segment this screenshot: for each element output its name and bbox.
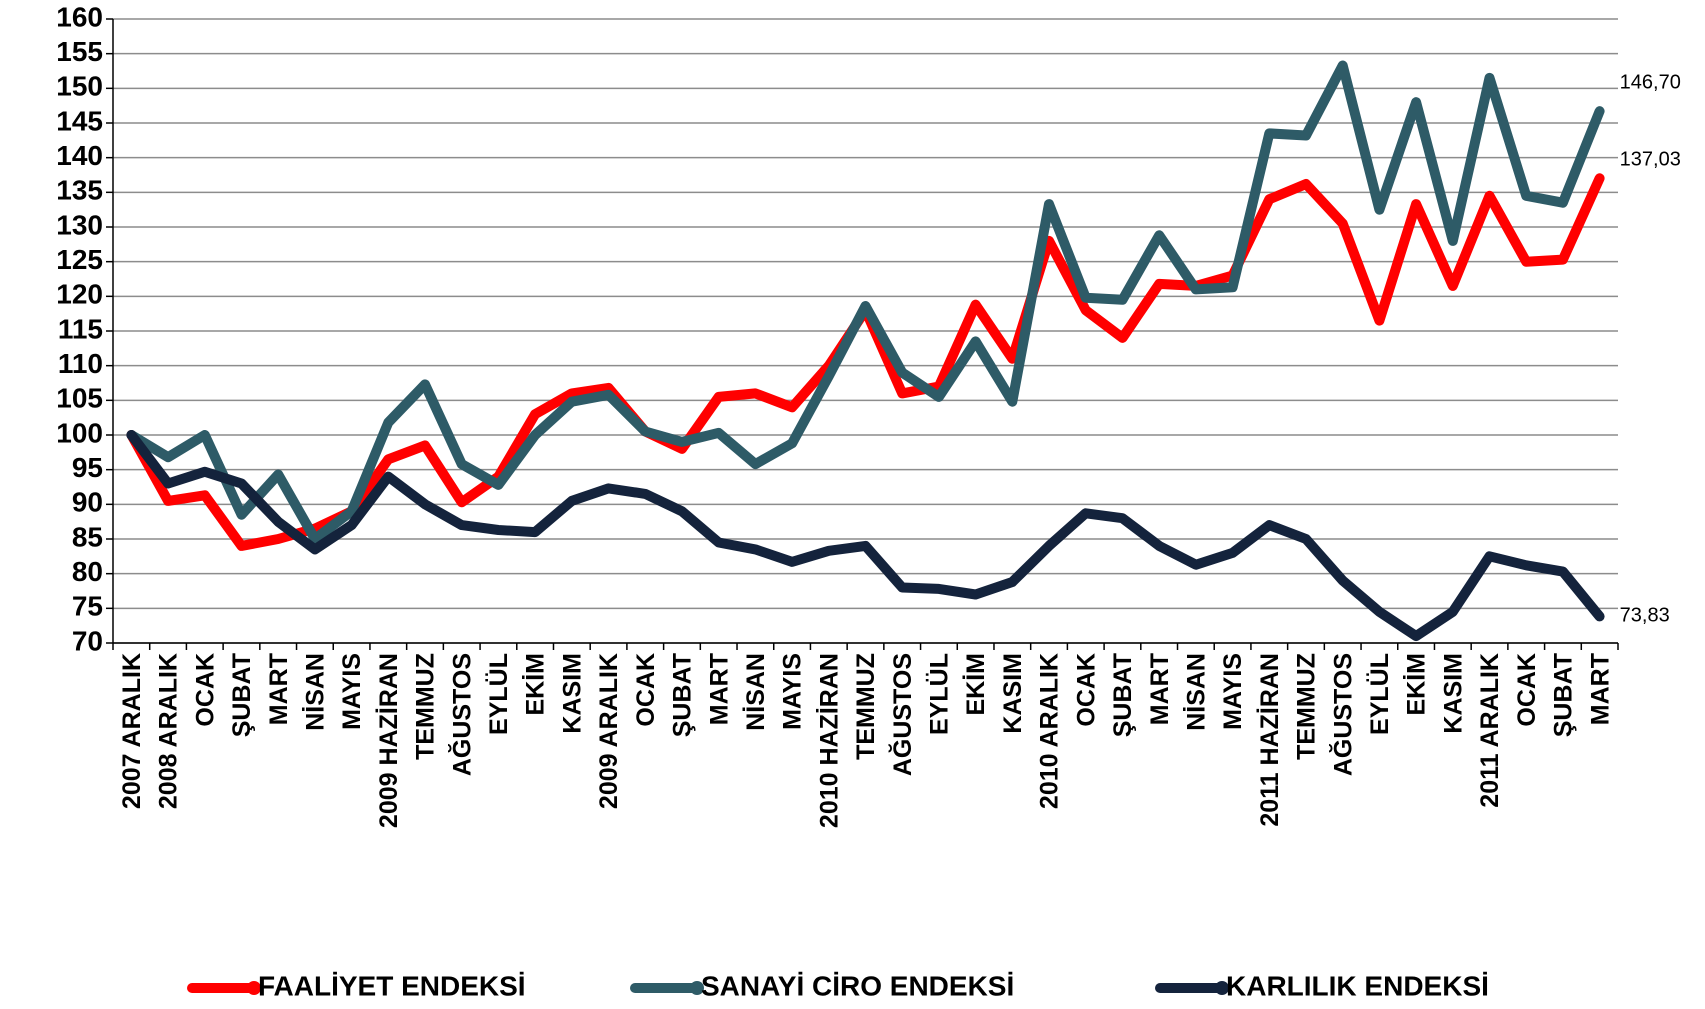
x-tick-label: EYLÜL	[1365, 653, 1394, 735]
series-line	[126, 430, 1605, 642]
x-tick-label: 2010 HAZİRAN	[815, 653, 843, 828]
x-tick-label: MAYIS	[1219, 653, 1247, 730]
y-tick-label: 115	[58, 313, 103, 344]
x-tick-label: OCAK	[1072, 653, 1100, 727]
x-tick-label: ŞUBAT	[1550, 653, 1578, 737]
x-tick-label: OCAK	[191, 653, 219, 727]
x-tick-label: KASIM	[558, 653, 586, 734]
x-tick-label: EKİM	[522, 653, 550, 716]
x-tick-label: 2010 ARALIK	[1036, 653, 1064, 809]
y-tick-label: 125	[56, 244, 103, 275]
y-tick-label: 100	[56, 417, 103, 448]
y-tick-label: 155	[56, 36, 103, 67]
x-tick-label: 2009 ARALIK	[595, 653, 623, 809]
y-tick-label: 110	[58, 348, 103, 379]
y-tick-label: 75	[72, 591, 103, 622]
legend-item: KARLILIK ENDEKSİ	[1155, 970, 1489, 1001]
x-tick-label: TEMMUZ	[1293, 653, 1321, 760]
x-tick-label: 2011 HAZİRAN	[1256, 653, 1284, 827]
x-tick-label: 2011 ARALIK	[1476, 653, 1504, 808]
x-tick-label: 2009 HAZİRAN	[375, 653, 403, 828]
y-tick-label: 80	[72, 556, 103, 587]
x-tick-label: KASIM	[999, 653, 1027, 734]
legend-label: FAALİYET ENDEKSİ	[258, 970, 526, 1001]
legend-marker	[247, 981, 261, 995]
x-tick-label: 2008 ARALIK	[155, 653, 183, 809]
legend-label: SANAYİ CİRO ENDEKSİ	[701, 970, 1014, 1001]
x-tick-label: MART	[1146, 653, 1174, 725]
y-tick-label: 130	[56, 209, 103, 240]
x-tick-label: OCAK	[632, 653, 660, 727]
y-tick-label: 145	[56, 105, 103, 136]
x-tick-label: NİSAN	[301, 653, 329, 731]
y-tick-label: 140	[56, 140, 103, 171]
x-tick-label: AĞUSTOS	[1328, 653, 1357, 776]
x-tick-label: KASIM	[1439, 653, 1467, 734]
x-tick-label: MART	[1586, 653, 1614, 725]
x-tick-label: MART	[265, 653, 293, 725]
x-tick-label: AĞUSTOS	[447, 653, 476, 776]
x-tick-label: TEMMUZ	[852, 653, 880, 760]
legend-item: FAALİYET ENDEKSİ	[187, 970, 526, 1001]
x-tick-label: EKİM	[962, 653, 990, 716]
value-label: 73,83	[1620, 605, 1670, 627]
y-tick-label: 95	[72, 452, 103, 483]
value-label: 146,70	[1620, 71, 1681, 93]
value-label: 137,03	[1620, 149, 1681, 171]
x-tick-label: AĞUSTOS	[888, 653, 917, 776]
x-tick-label: ŞUBAT	[228, 653, 256, 737]
x-tick-label: EYLÜL	[484, 653, 513, 735]
x-tick-label: NİSAN	[1182, 653, 1210, 731]
x-tick-label: NİSAN	[742, 653, 770, 731]
y-tick-label: 90	[72, 487, 103, 518]
x-tick-label: OCAK	[1513, 653, 1541, 727]
x-tick-label: MAYIS	[779, 653, 807, 730]
x-tick-label: ŞUBAT	[669, 653, 697, 737]
x-tick-label: EKİM	[1403, 653, 1431, 716]
y-tick-label: 120	[56, 279, 103, 310]
x-tick-label: MART	[705, 653, 733, 725]
legend-marker	[690, 981, 704, 995]
y-tick-label: 70	[72, 625, 103, 656]
x-tick-label: EYLÜL	[925, 653, 954, 735]
x-tick-label: ŞUBAT	[1109, 653, 1137, 737]
legend-marker	[1215, 981, 1229, 995]
y-tick-label: 105	[56, 383, 103, 414]
y-tick-label: 150	[56, 71, 103, 102]
series-line	[126, 173, 1605, 551]
x-tick-label: 2007 ARALIK	[118, 653, 146, 809]
x-tick-label: TEMMUZ	[412, 653, 440, 760]
y-tick-label: 160	[56, 1, 103, 32]
legend-label: KARLILIK ENDEKSİ	[1226, 970, 1489, 1001]
x-tick-label: MAYIS	[338, 653, 366, 730]
y-tick-label: 135	[56, 175, 103, 206]
series-line	[126, 60, 1605, 544]
legend-item: SANAYİ CİRO ENDEKSİ	[630, 970, 1014, 1001]
y-tick-label: 85	[72, 521, 103, 552]
